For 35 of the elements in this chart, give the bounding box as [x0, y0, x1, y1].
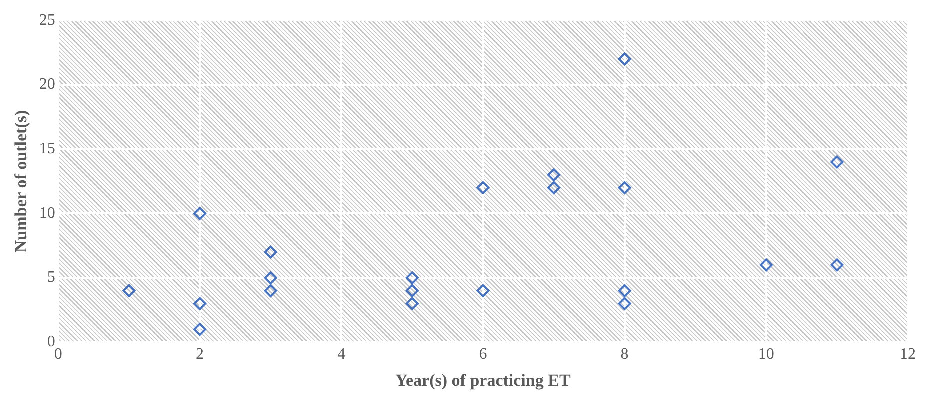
point [194, 297, 206, 310]
point [548, 168, 560, 182]
point [618, 181, 632, 194]
x-tick-label: 6 [479, 346, 488, 364]
y-tick-label: 25 [39, 12, 56, 29]
point [476, 181, 490, 194]
point [476, 284, 490, 298]
point [830, 258, 844, 272]
point [406, 284, 419, 298]
point [618, 52, 632, 66]
y-tick-label: 20 [39, 76, 56, 94]
point [264, 284, 278, 298]
y-tick-label: 5 [47, 269, 56, 286]
x-tick-label: 2 [196, 346, 204, 364]
point [548, 181, 560, 194]
x-tick-label: 10 [758, 346, 774, 364]
point [264, 272, 278, 285]
y-tick-label: 0 [47, 334, 56, 351]
x-tick-label: 4 [338, 346, 346, 364]
y-tick-label: 15 [39, 140, 56, 158]
point [194, 323, 206, 336]
point [406, 272, 419, 285]
x-tick-label: 8 [620, 346, 629, 364]
point [122, 284, 136, 298]
y-axis-title: Number of outlet(s) [12, 110, 31, 253]
point [264, 246, 278, 259]
x-axis-title: Year(s) of practicing ET [396, 371, 572, 390]
point [618, 284, 632, 298]
point [194, 207, 206, 220]
point [406, 297, 419, 310]
point [760, 258, 773, 272]
y-tick-label: 10 [39, 204, 56, 222]
x-tick-label: 12 [900, 346, 916, 364]
point [618, 297, 632, 310]
point [830, 156, 844, 169]
